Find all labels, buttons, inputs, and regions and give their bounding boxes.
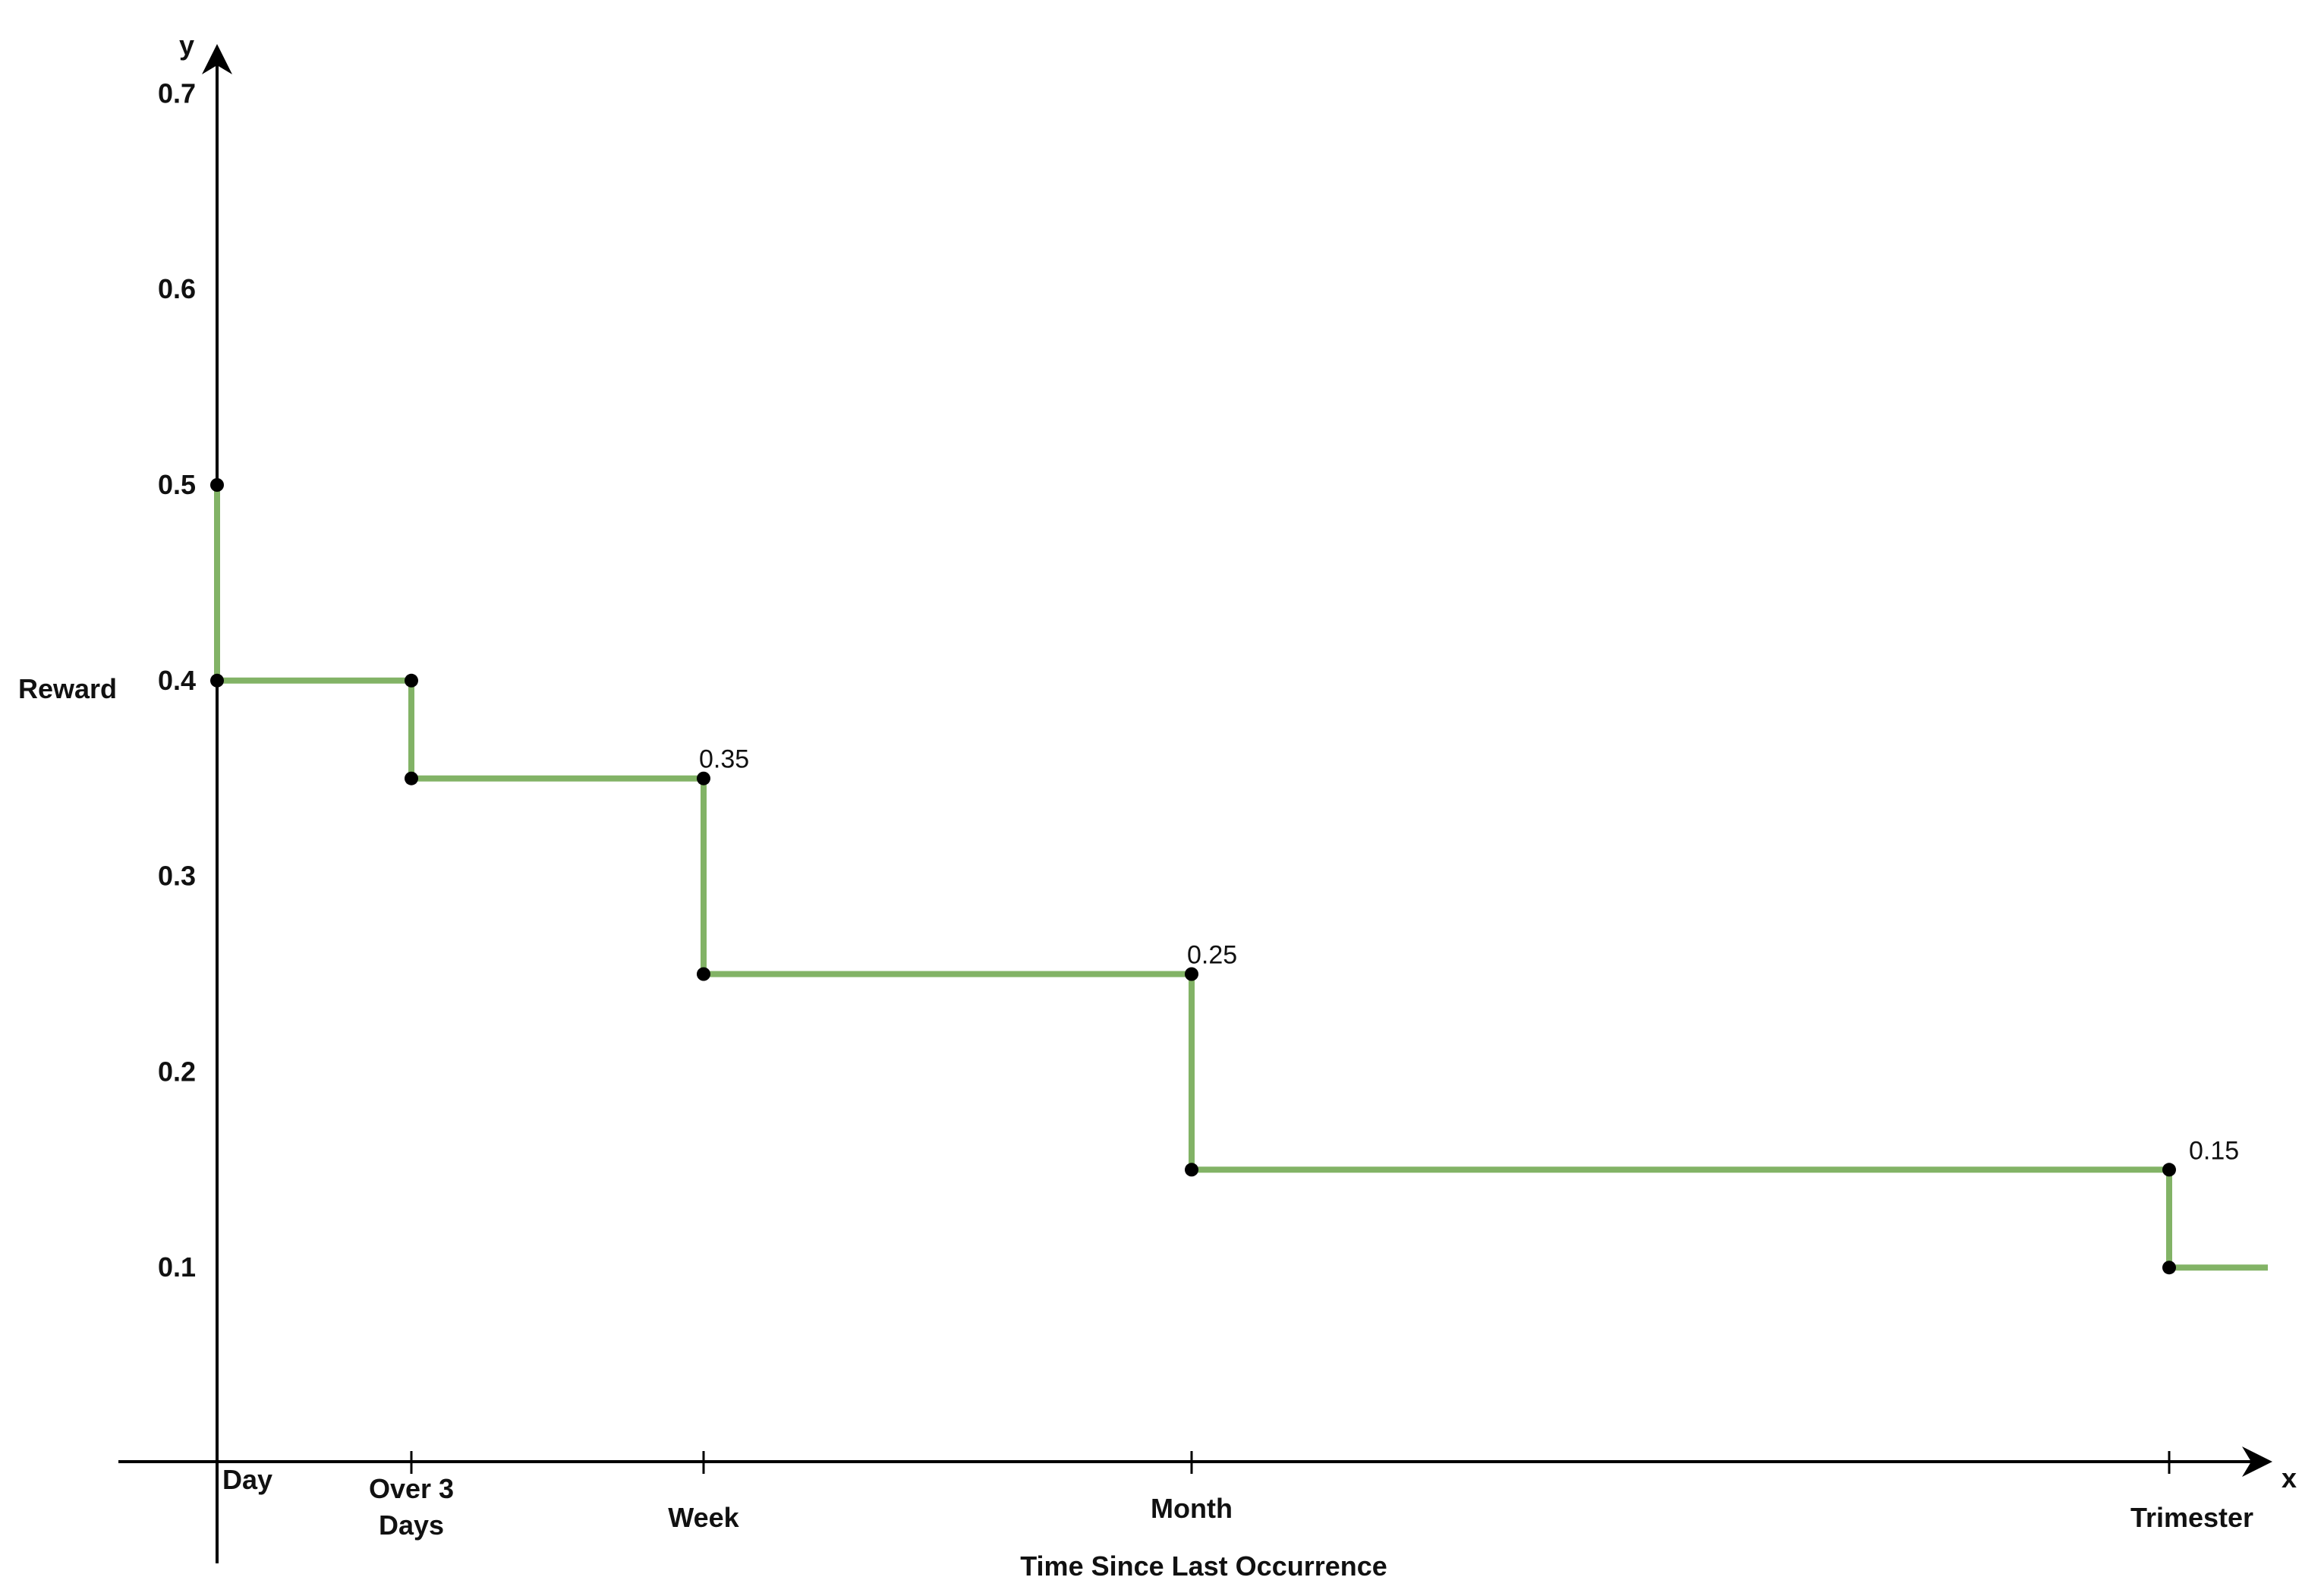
- data-point: [2162, 1261, 2176, 1275]
- y-axis-title: Reward: [18, 673, 117, 704]
- data-point: [405, 771, 418, 785]
- value-annotation: 0.35: [699, 745, 749, 774]
- data-point: [697, 967, 710, 981]
- x-tick-label: Week: [668, 1502, 739, 1533]
- value-annotation: 0.15: [2189, 1136, 2239, 1165]
- y-tick-label: 0.5: [158, 469, 196, 500]
- x-tick-label: Trimester: [2130, 1502, 2253, 1533]
- data-point: [210, 673, 224, 688]
- y-axis-letter: y: [179, 30, 194, 61]
- data-point: [1185, 1163, 1198, 1177]
- y-tick-label: 0.2: [158, 1056, 196, 1087]
- x-tick-labels: Day Over 3 Days Week Month Trimester: [222, 1464, 2253, 1541]
- value-annotation: 0.25: [1187, 941, 1237, 970]
- data-points: [210, 478, 2176, 1275]
- y-tick-label: 0.1: [158, 1251, 196, 1283]
- x-tick-label: Day: [222, 1464, 272, 1495]
- step-series: [214, 485, 2268, 1271]
- x-axis-letter: x: [2281, 1462, 2297, 1494]
- x-axis-title: Time Since Last Occurrence: [1020, 1550, 1387, 1582]
- data-point: [210, 478, 224, 492]
- x-tick-label: Over 3 Days: [369, 1473, 454, 1541]
- data-point: [2162, 1163, 2176, 1177]
- data-point: [405, 673, 418, 688]
- y-tick-label: 0.7: [158, 77, 196, 109]
- y-tick-labels: 0.1 0.2 0.3 0.4 0.5 0.6 0.7: [158, 77, 196, 1283]
- y-tick-label: 0.3: [158, 861, 196, 892]
- x-tick-label: Month: [1151, 1493, 1233, 1524]
- value-annotations: 0.35 0.25 0.15: [699, 745, 2239, 1166]
- x-tick-marks: [216, 1451, 2171, 1474]
- y-tick-label: 0.4: [158, 665, 196, 696]
- data-point: [697, 771, 710, 785]
- data-point: [1185, 967, 1198, 981]
- y-tick-label: 0.6: [158, 273, 196, 304]
